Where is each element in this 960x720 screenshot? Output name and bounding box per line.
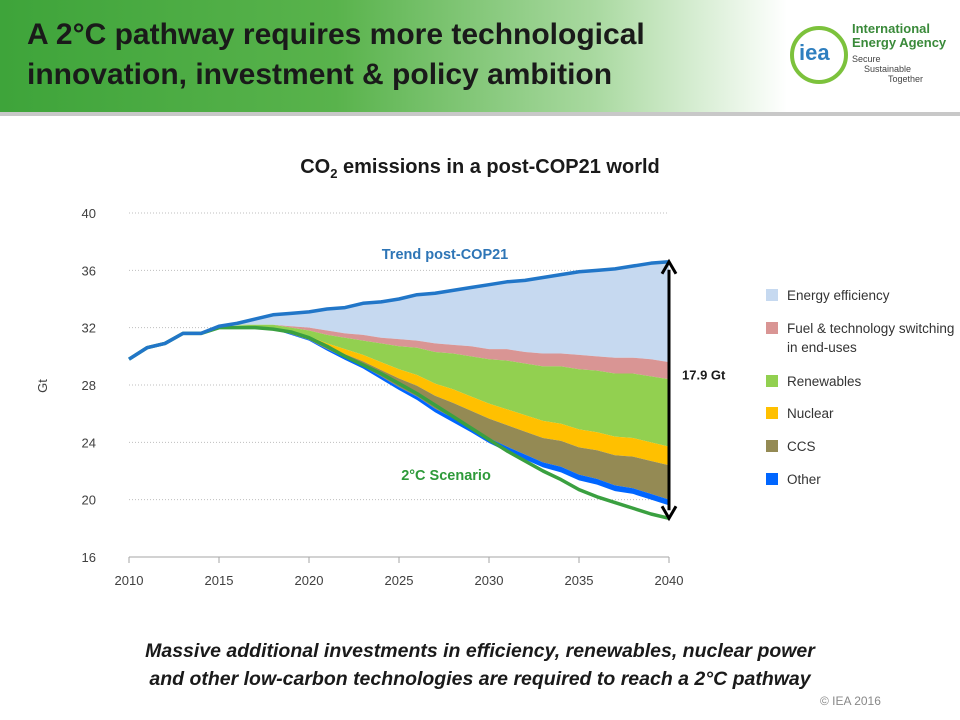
x-tick-label: 2010 (115, 573, 144, 588)
legend-swatch (766, 407, 778, 419)
scenario-annotation: 2°C Scenario (401, 468, 491, 484)
slide-title: A 2°C pathway requires more technologica… (27, 15, 747, 95)
y-tick-label: 40 (82, 206, 96, 221)
gap-arrow-head-top (660, 258, 678, 275)
legend-label: Energy efficiency (787, 288, 890, 303)
iea-logo-circle-icon (790, 26, 848, 84)
legend-swatch (766, 440, 778, 452)
x-tick-label: 2040 (655, 573, 684, 588)
y-tick-label: 32 (82, 321, 96, 336)
area-renewables (129, 324, 669, 447)
copyright-notice: © IEA 2016 (820, 694, 881, 708)
legend-swatch (766, 473, 778, 485)
chart-title-rest: emissions in a post-COP21 world (337, 156, 660, 178)
area-ccs (129, 325, 669, 500)
y-tick-label: 24 (82, 435, 96, 450)
area-other (129, 325, 669, 506)
y-tick-label: 16 (82, 550, 96, 565)
x-tick-label: 2015 (205, 573, 234, 588)
caption-line-1: Massive additional investments in effici… (145, 640, 815, 662)
legend-label: CCS (787, 439, 816, 454)
gap-arrow-head-bottom (660, 505, 678, 522)
y-axis-label: Gt (35, 379, 50, 393)
slide-title-line-1: A 2°C pathway requires more technologica… (27, 18, 645, 51)
slide-caption: Massive additional investments in effici… (40, 637, 920, 693)
x-tick-label: 2020 (295, 573, 324, 588)
iea-logo-tag-1: Secure (852, 54, 881, 64)
y-tick-label: 36 (82, 263, 96, 278)
caption-line-2: and other low-carbon technologies are re… (149, 668, 811, 690)
legend-swatch (766, 289, 778, 301)
x-tick-label: 2025 (385, 573, 414, 588)
banner-divider (0, 112, 960, 116)
legend-label: Renewables (787, 374, 862, 389)
legend-label: Nuclear (787, 406, 834, 421)
iea-logo: iea International Energy Agency Secure S… (790, 22, 950, 92)
trend-annotation: Trend post-COP21 (382, 247, 509, 263)
legend-label: Fuel & technology switching in end-uses (787, 321, 955, 355)
x-tick-label: 2030 (475, 573, 504, 588)
y-tick-label: 28 (82, 378, 96, 393)
iea-logo-tagline: Secure Sustainable Together (852, 54, 952, 84)
gap-annotation: 17.9 Gt (682, 367, 726, 382)
chart-title-main: CO (300, 156, 331, 178)
iea-logo-name-line-2: Energy Agency (852, 35, 947, 50)
area-energy-efficiency (129, 261, 669, 363)
iea-logo-mark: iea (799, 40, 830, 65)
y-tick-label: 20 (82, 493, 96, 508)
chart-title: CO2 emissions in a post-COP21 world (180, 156, 780, 181)
iea-logo-name-line-1: International (852, 21, 931, 36)
slide-title-line-2: innovation, investment & policy ambition (27, 58, 613, 91)
legend-label: Other (787, 472, 821, 487)
x-tick-label: 2035 (565, 573, 594, 588)
iea-logo-tag-3: Together (888, 74, 924, 84)
legend-swatch (766, 322, 778, 334)
iea-logo-tag-2: Sustainable (864, 64, 912, 74)
trend-line (128, 259, 670, 361)
area-nuclear (129, 325, 669, 466)
iea-logo-name: International Energy Agency (852, 22, 952, 50)
chart-title-subscript: 2 (330, 166, 338, 181)
legend-swatch (766, 375, 778, 387)
